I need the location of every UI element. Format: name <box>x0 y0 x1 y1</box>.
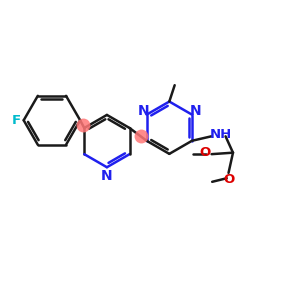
Text: N: N <box>101 169 113 183</box>
Text: N: N <box>190 104 201 118</box>
Text: N: N <box>137 104 149 118</box>
Text: NH: NH <box>210 128 232 141</box>
Text: F: F <box>12 114 21 127</box>
Text: O: O <box>223 173 234 186</box>
Text: O: O <box>200 146 211 160</box>
